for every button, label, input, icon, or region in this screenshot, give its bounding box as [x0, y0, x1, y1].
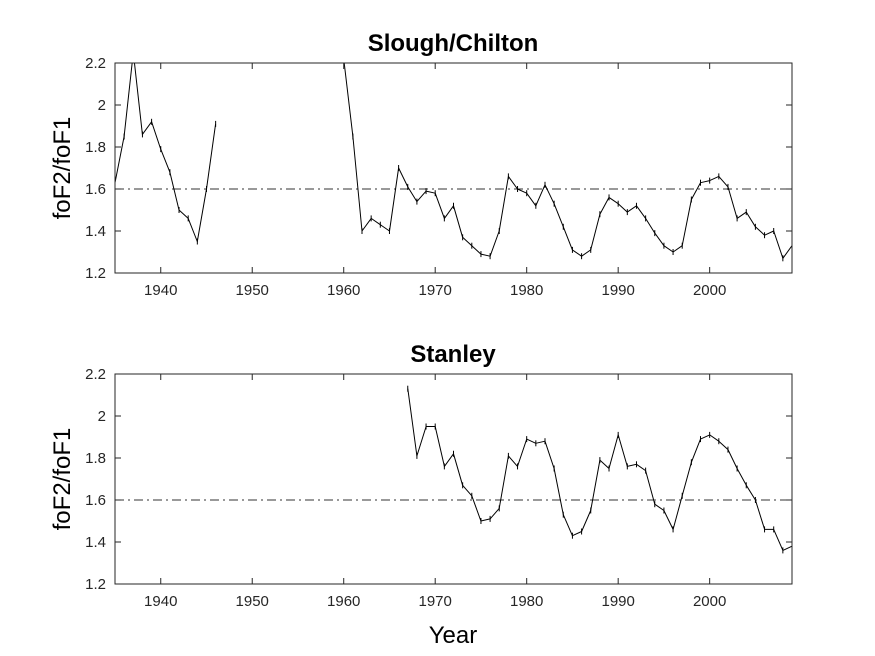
- chart-title: Stanley: [410, 341, 496, 368]
- y-tick-label: 2: [98, 97, 106, 114]
- x-axis-ticks: 1940 1950 1960 1970 1980 1990 2000: [144, 63, 726, 299]
- y-tick-label: 2.2: [85, 55, 106, 72]
- plot-area-frame: [114, 62, 793, 274]
- chart-panel-slough-chilton: Slough/Chilton foF2/foF1 1940 1950 1960 197…: [49, 30, 793, 299]
- y-tick-label: 2: [98, 408, 106, 425]
- y-tick-label: 1.8: [85, 450, 106, 467]
- x-tick-label: 1950: [236, 593, 269, 610]
- y-tick-label: 1.4: [85, 223, 106, 240]
- series-group: [115, 63, 792, 262]
- y-axis-label: foF2/foF1: [49, 428, 76, 531]
- x-tick-label: 1970: [419, 282, 452, 299]
- x-tick-label: 2000: [693, 593, 726, 610]
- y-tick-label: 1.4: [85, 534, 106, 551]
- x-tick-label: 2000: [693, 282, 726, 299]
- y-tick-label: 1.6: [85, 492, 106, 509]
- series-group: [407, 385, 792, 554]
- y-tick-label: 1.2: [85, 265, 106, 282]
- y-tick-label: 1.8: [85, 139, 106, 156]
- plot-area-frame: [114, 373, 793, 585]
- y-tick-label: 1.6: [85, 181, 106, 198]
- y-axis-ticks: 1.2 1.4 1.6 1.8 2 2.2: [85, 55, 792, 282]
- y-tick-label: 2.2: [85, 366, 106, 383]
- y-axis-ticks: 1.2 1.4 1.6 1.8 2 2.2: [85, 366, 792, 593]
- x-tick-label: 1960: [327, 282, 360, 299]
- x-axis-ticks: 1940 1950 1960 1970 1980 1990 2000: [144, 374, 726, 610]
- x-tick-label: 1980: [510, 593, 543, 610]
- x-tick-label: 1950: [236, 282, 269, 299]
- x-tick-label: 1980: [510, 282, 543, 299]
- chart-panel-stanley: Stanley foF2/foF1 Year 1940 1950 1960 1970 1…: [49, 341, 793, 649]
- x-tick-label: 1960: [327, 593, 360, 610]
- x-tick-label: 1990: [601, 593, 634, 610]
- series-line: [343, 63, 792, 259]
- y-axis-label: foF2/foF1: [49, 117, 76, 220]
- x-tick-label: 1970: [419, 593, 452, 610]
- series-line: [115, 63, 217, 242]
- x-axis-label: Year: [429, 622, 478, 649]
- chart-title: Slough/Chilton: [368, 30, 539, 57]
- x-tick-label: 1990: [601, 282, 634, 299]
- x-tick-label: 1940: [144, 282, 177, 299]
- x-tick-label: 1940: [144, 593, 177, 610]
- y-tick-label: 1.2: [85, 576, 106, 593]
